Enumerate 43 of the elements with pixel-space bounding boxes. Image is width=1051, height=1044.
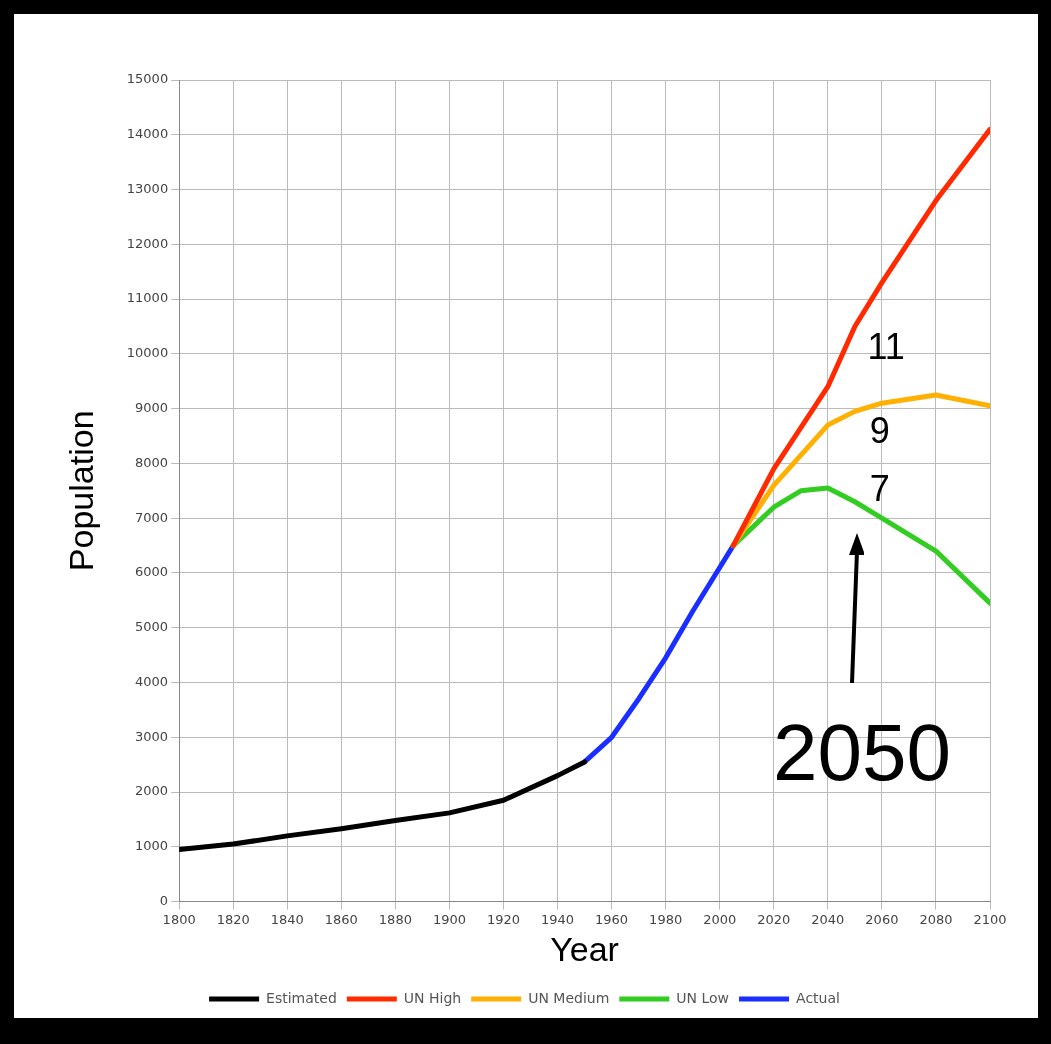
annotation: 7 xyxy=(869,467,890,509)
x-tick-label: 1920 xyxy=(486,911,521,927)
y-tick-label: 0 xyxy=(159,892,169,908)
x-tick-label: 1940 xyxy=(541,911,575,927)
x-tick-label: 2000 xyxy=(703,911,737,927)
y-tick-label: 9000 xyxy=(135,400,169,416)
x-tick-label: 1840 xyxy=(270,911,304,927)
annotation: 11 xyxy=(867,325,905,367)
legend-label: Actual xyxy=(796,989,840,1006)
y-tick-label: 3000 xyxy=(135,728,169,744)
x-tick-label: 1800 xyxy=(162,911,196,927)
x-tick-label: 2020 xyxy=(757,911,791,927)
y-tick-label: 10000 xyxy=(126,345,169,361)
x-tick-label: 1820 xyxy=(216,911,250,927)
legend-label: UN Medium xyxy=(528,989,610,1006)
legend-label: UN High xyxy=(403,989,462,1006)
legend-label: UN Low xyxy=(676,989,730,1006)
annotation: 9 xyxy=(869,410,890,452)
legend-label: Estimated xyxy=(266,989,337,1006)
x-tick-label: 2080 xyxy=(919,911,953,927)
y-tick-label: 15000 xyxy=(126,71,169,87)
y-tick-label: 5000 xyxy=(135,619,169,635)
x-tick-label: 2060 xyxy=(865,911,899,927)
y-tick-label: 14000 xyxy=(126,126,169,142)
y-tick-label: 11000 xyxy=(126,290,169,306)
x-tick-label: 1900 xyxy=(432,911,466,927)
x-tick-label: 1880 xyxy=(378,911,412,927)
y-tick-label: 7000 xyxy=(135,509,169,525)
x-tick-label: 2040 xyxy=(811,911,845,927)
y-tick-label: 12000 xyxy=(126,235,169,251)
x-axis-title: Year xyxy=(550,929,619,968)
y-tick-label: 8000 xyxy=(135,454,169,470)
x-tick-label: 2100 xyxy=(973,911,1007,927)
x-tick-label: 1860 xyxy=(324,911,358,927)
y-axis-title: Population xyxy=(61,410,100,572)
y-tick-label: 6000 xyxy=(135,564,169,580)
y-tick-label: 13000 xyxy=(126,180,169,196)
annotation: 2050 xyxy=(772,707,951,797)
x-tick-label: 1980 xyxy=(649,911,683,927)
y-tick-label: 1000 xyxy=(135,838,169,854)
x-tick-label: 1960 xyxy=(595,911,629,927)
y-tick-label: 2000 xyxy=(135,783,169,799)
y-tick-label: 4000 xyxy=(135,673,169,689)
